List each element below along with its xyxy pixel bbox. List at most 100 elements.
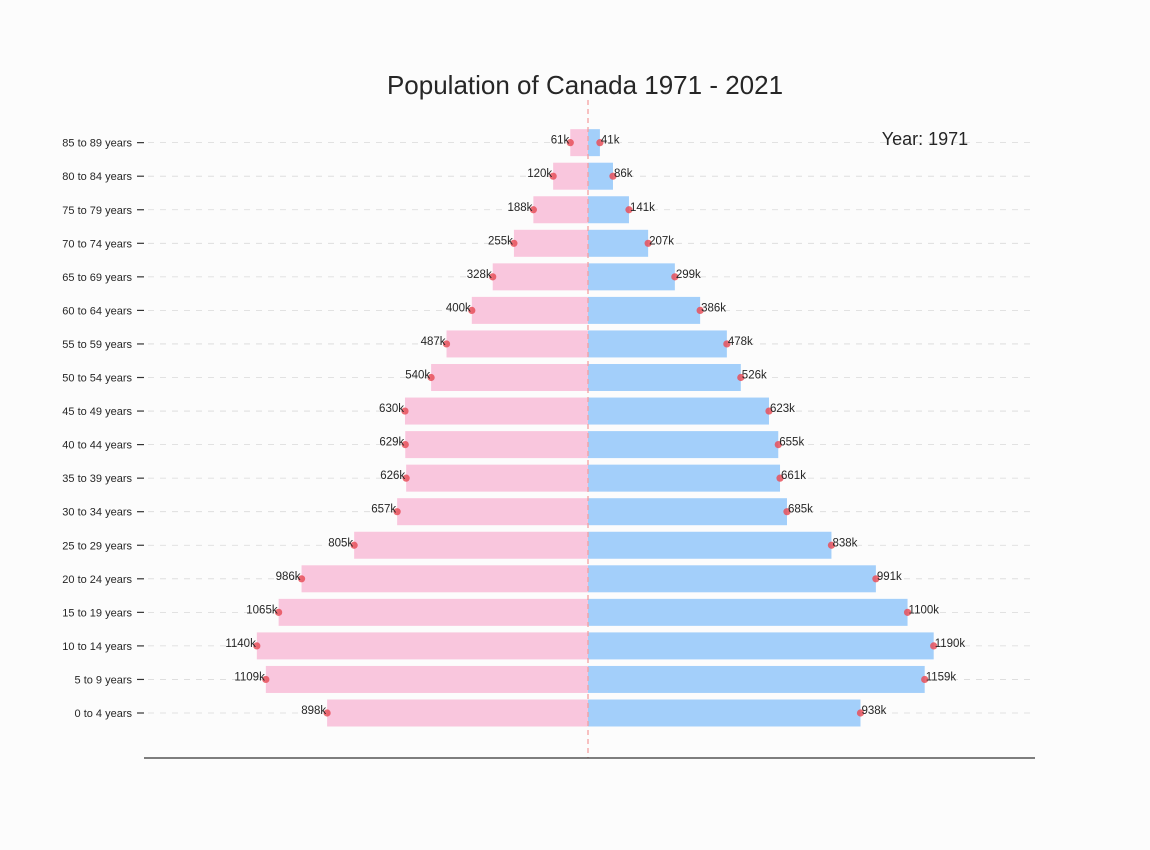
data-label: 938k [861,705,886,717]
value-marker [737,373,745,382]
bar-left [446,330,588,358]
bar-right [588,330,727,358]
bar-left [327,699,588,727]
value-marker [921,675,929,684]
y-tick-label: 70 to 74 years [62,238,132,250]
bar-left [354,531,588,559]
data-label: 41k [601,135,620,147]
bar-right [588,531,832,559]
bar-right [588,196,629,224]
data-label: 328k [467,269,492,281]
value-marker [468,306,476,314]
data-label: 207k [649,235,674,247]
value-marker [644,239,652,247]
y-axis-ticks: 0 to 4 years 5 to 9 years 10 to 14 years 15… [62,138,144,720]
value-marker [625,206,633,214]
value-marker [442,340,451,348]
y-tick-label: 0 to 4 years [75,708,133,720]
bar-right [588,565,876,593]
y-tick-label: 35 to 39 years [62,473,132,485]
y-tick-label: 55 to 59 years [62,339,132,351]
value-marker [566,139,574,147]
value-marker [510,239,518,247]
data-label: 805k [328,537,353,549]
bar-left [278,598,588,626]
value-marker [596,139,604,147]
value-marker [427,373,435,382]
y-tick-label: 65 to 69 years [62,272,132,284]
data-label: 1140k [225,638,256,650]
value-marker [549,172,557,180]
bar-left [431,364,588,391]
data-label: 657k [371,504,396,516]
data-label: 1190k [935,638,966,650]
bar-left [553,162,588,190]
bar-left [256,632,588,660]
value-marker [856,709,865,717]
data-label: 838k [832,537,857,549]
bar-right [588,498,787,526]
bar-right [588,129,600,157]
bar-left [301,565,588,593]
bar-left [397,498,588,526]
value-marker [401,441,409,449]
data-label: 526k [742,370,767,382]
data-label: 991k [877,571,902,583]
value-marker [529,206,537,214]
value-marker [872,575,880,583]
bar-left [404,397,588,425]
y-tick-label: 45 to 49 years [62,406,132,418]
bar-right [588,397,769,425]
y-tick-label: 60 to 64 years [62,305,132,317]
bar-right [588,263,675,291]
data-label: 626k [380,470,405,482]
data-label: 629k [379,437,404,449]
y-tick-label: 10 to 14 years [62,641,132,653]
bar-right [588,296,701,324]
bar-left [492,263,588,291]
value-marker [323,709,331,717]
data-label: 188k [507,202,532,214]
value-marker [393,508,401,516]
y-tick-label: 20 to 24 years [62,574,132,586]
data-label: 623k [770,403,795,415]
bar-left [406,464,588,492]
data-label: 120k [527,168,552,180]
bar-left [533,196,588,224]
y-tick-label: 75 to 79 years [62,205,132,217]
bar-left [405,431,588,459]
value-marker [401,407,409,415]
y-tick-label: 15 to 19 years [62,607,132,619]
y-tick-label: 40 to 44 years [62,440,132,452]
bar-right [588,464,781,492]
bar-right [588,665,925,693]
bars-layer [256,129,934,727]
data-label: 898k [301,705,326,717]
bar-left [570,129,588,157]
data-labels-layer: 898k 938k 1109k 1159k 1140k 1190k 1065k 1100k 98… [225,135,965,717]
y-tick-label: 5 to 9 years [75,674,133,686]
value-marker [350,541,358,549]
data-label: 61k [551,135,570,147]
value-marker [262,675,270,684]
value-marker [489,273,497,281]
value-marker [723,340,731,348]
data-label: 255k [488,235,513,247]
data-label: 1065k [246,604,278,616]
value-marker [609,172,617,180]
data-label: 1159k [926,671,957,683]
value-marker [402,474,410,482]
data-label: 630k [379,403,404,415]
data-label: 1100k [909,604,940,616]
data-label: 386k [701,302,726,314]
year-annotation: Year: 1971 [882,129,968,149]
y-tick-label: 85 to 89 years [62,138,132,150]
value-marker [903,608,912,616]
data-label: 141k [630,202,655,214]
data-label: 400k [446,302,471,314]
chart-title: Population of Canada 1971 - 2021 [387,70,783,100]
bar-right [588,632,934,660]
value-marker [783,508,791,516]
y-tick-label: 50 to 54 years [62,373,132,385]
